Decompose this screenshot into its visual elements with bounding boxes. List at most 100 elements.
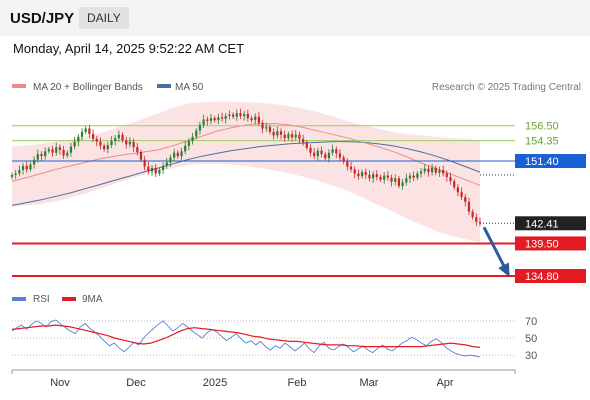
candle-body	[55, 147, 58, 153]
candle-body	[320, 150, 323, 155]
candle-body	[125, 140, 128, 145]
candle-body	[147, 166, 150, 172]
candle-body	[161, 165, 165, 171]
x-tick-label: Nov	[50, 377, 70, 389]
header-bar: USD/JPY DAILY	[0, 0, 590, 36]
candle-body	[372, 174, 375, 179]
candle-body	[346, 161, 349, 167]
candle-body	[294, 134, 297, 138]
candle-body	[195, 130, 198, 137]
candle-body	[33, 159, 36, 165]
rsi-legend-label: RSI	[33, 294, 50, 305]
candle-body	[84, 128, 87, 132]
last-price-tag	[515, 216, 586, 231]
support-tag	[515, 268, 586, 283]
support-tag	[515, 236, 586, 251]
candle-body	[47, 149, 50, 152]
candle-body	[427, 168, 430, 173]
candle-body	[132, 141, 135, 148]
rsi-swatch	[12, 297, 26, 301]
x-tick-label: Feb	[288, 377, 307, 389]
candle-body	[423, 168, 426, 172]
candle-body	[176, 152, 179, 157]
candle-body	[103, 145, 106, 150]
candle-body	[220, 117, 224, 119]
bollinger-band-area	[12, 101, 480, 243]
candle-body	[467, 201, 471, 212]
candle-body	[209, 118, 213, 121]
candle-body	[390, 177, 393, 182]
rsi-grid: 70 50 30	[12, 316, 537, 362]
candle-body	[419, 171, 423, 174]
candle-body	[416, 173, 419, 178]
candle-body	[235, 113, 238, 117]
x-tick-label: Mar	[360, 377, 379, 389]
candle-body	[206, 119, 209, 121]
candle-body	[187, 140, 190, 146]
candle-body	[254, 116, 257, 121]
candle-body	[338, 153, 342, 158]
pivot-tag	[515, 154, 586, 169]
candle-body	[184, 145, 187, 152]
candle-body	[158, 170, 161, 174]
candle-body	[257, 116, 261, 123]
last-price-label: 142.41	[525, 218, 559, 230]
candle-body	[364, 172, 367, 175]
candle-body	[331, 149, 334, 153]
candle-body	[386, 175, 389, 178]
rsi-tick-label: 70	[525, 316, 537, 328]
candle-body	[290, 134, 294, 138]
candle-body	[69, 146, 73, 153]
candle-body	[397, 178, 401, 186]
rsi-legend: RSI 9MA	[12, 294, 103, 305]
candle-body	[316, 150, 319, 157]
candle-body	[379, 176, 382, 180]
candle-body	[349, 166, 353, 170]
ma20-legend-label: MA 20 + Bollinger Bands	[33, 82, 143, 93]
candle-body	[58, 147, 62, 150]
candle-body	[368, 174, 371, 179]
candle-body	[154, 167, 157, 174]
candle-body	[224, 116, 227, 119]
support-label: 134.80	[525, 271, 559, 283]
candle-body	[442, 170, 445, 174]
candle-body	[250, 118, 253, 121]
candle-body	[169, 157, 172, 163]
price-legend: MA 20 + Bollinger Bands MA 50 Research ©…	[12, 82, 581, 93]
candle-body	[36, 154, 39, 160]
candle-body	[460, 192, 463, 198]
candle-body	[375, 174, 378, 177]
candle-body	[80, 131, 84, 137]
candle-body	[106, 145, 109, 150]
candle-body	[430, 167, 434, 173]
candle-body	[21, 165, 25, 171]
ma50-swatch	[157, 84, 171, 88]
ma50-legend-label: MA 50	[175, 82, 204, 93]
candle-body	[438, 170, 441, 173]
ma50-line	[11, 141, 481, 206]
candle-body	[136, 147, 139, 153]
candle-body	[287, 134, 290, 139]
candle-body	[305, 142, 308, 148]
candle-body	[165, 162, 168, 166]
candle-body	[51, 149, 54, 153]
forecast-arrow-shaft	[482, 226, 508, 271]
candle-body	[265, 127, 268, 129]
datetime-label: Monday, April 14, 2025 9:52:22 AM CET	[13, 41, 245, 56]
candle-body	[243, 113, 246, 117]
candle-body	[143, 159, 146, 167]
candle-body	[298, 134, 301, 139]
timeframe-badge[interactable]: DAILY	[79, 7, 129, 29]
candle-body	[73, 141, 76, 147]
candle-body	[456, 187, 459, 193]
candle-body	[478, 221, 482, 224]
candle-body	[150, 167, 154, 172]
candle-body	[445, 173, 448, 177]
resistance-label: 156.50	[525, 121, 559, 133]
rsi-ma-legend-label: 9MA	[82, 294, 103, 305]
forecast-arrow	[482, 226, 510, 278]
candle-body	[453, 181, 456, 188]
candle-body	[283, 134, 286, 139]
candle-body	[44, 151, 47, 157]
candle-body	[95, 138, 98, 142]
